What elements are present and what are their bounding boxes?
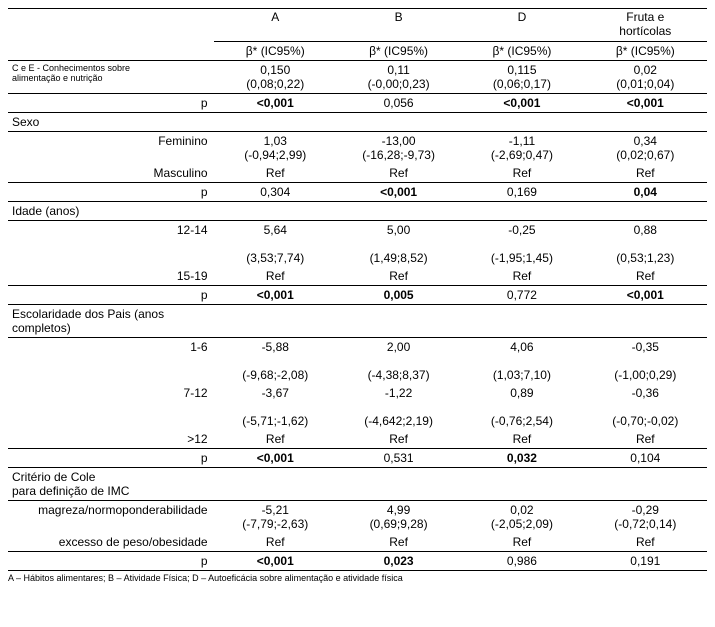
e16-b: 2,00(-4,38;8,37) (337, 337, 460, 384)
esc-line1: Escolaridade dos Pais (anos (12, 307, 164, 321)
esc-p-a: <0,001 (214, 448, 337, 467)
p-label-sexo: p (8, 182, 214, 201)
col-header-fh: Fruta e hortícolas (584, 9, 707, 42)
row-15-19: 15-19 (8, 267, 214, 286)
row-cole-norm: magreza/normoponderabilidade (8, 500, 214, 533)
e16-d: 4,06(1,03;7,10) (460, 337, 583, 384)
esc-p-f: 0,104 (584, 448, 707, 467)
ce-p-a: <0,001 (214, 93, 337, 112)
cole-line2: para definição de IMC (12, 484, 129, 498)
regression-table: A B D Fruta e hortícolas β* (IC95%) β* (… (8, 8, 707, 571)
col-header-a: A (214, 9, 337, 42)
beta-header-f: β* (IC95%) (584, 41, 707, 60)
cole-p-d: 0,986 (460, 551, 583, 570)
ce-b: 0,11(-0,00;0,23) (337, 60, 460, 93)
e712-b: -1,22(-4,642;2,19) (337, 384, 460, 430)
e16-f: -0,35(-1,00;0,29) (584, 337, 707, 384)
p-label-cole: p (8, 551, 214, 570)
cole-n-f: -0,29(-0,72;0,14) (584, 500, 707, 533)
e712-a: -3,67(-5,71;-1,62) (214, 384, 337, 430)
cole-line1: Critério de Cole (12, 470, 95, 484)
y-a: 5,64(3,53;7,74) (214, 220, 337, 267)
fh-line1: Fruta e (626, 10, 664, 24)
o-d: Ref (460, 267, 583, 286)
y-f: 0,88(0,53;1,23) (584, 220, 707, 267)
cole-n-d: 0,02(-2,05;2,09) (460, 500, 583, 533)
esc-line2: completos) (12, 321, 71, 335)
y-d: -0,25(-1,95;1,45) (460, 220, 583, 267)
cole-e-b: Ref (337, 533, 460, 552)
ce-p-f: <0,001 (584, 93, 707, 112)
p-label-esc: p (8, 448, 214, 467)
masc-f: Ref (584, 164, 707, 183)
o-f: Ref (584, 267, 707, 286)
row-cole-header: Critério de Cole para definição de IMC (8, 467, 707, 500)
row-7-12: 7-12 (8, 384, 214, 430)
idade-p-f: <0,001 (584, 285, 707, 304)
sexo-p-a: 0,304 (214, 182, 337, 201)
fem-d: -1,11(-2,69;0,47) (460, 131, 583, 164)
y-b: 5,00(1,49;8,52) (337, 220, 460, 267)
ce-p-d: <0,001 (460, 93, 583, 112)
masc-d: Ref (460, 164, 583, 183)
esc-p-d: 0,032 (460, 448, 583, 467)
beta-header-d: β* (IC95%) (460, 41, 583, 60)
e712-f: -0,36(-0,70;-0,02) (584, 384, 707, 430)
fem-b: -13,00(-16,28;-9,73) (337, 131, 460, 164)
o-b: Ref (337, 267, 460, 286)
o-a: Ref (214, 267, 337, 286)
col-header-d: D (460, 9, 583, 42)
row-idade-header: Idade (anos) (8, 201, 707, 220)
masc-b: Ref (337, 164, 460, 183)
row-12-14: 12-14 (8, 220, 214, 267)
cole-n-a: -5,21(-7,79;-2,63) (214, 500, 337, 533)
cole-e-a: Ref (214, 533, 337, 552)
e16-a: -5,88(-9,68;-2,08) (214, 337, 337, 384)
idade-p-b: 0,005 (337, 285, 460, 304)
sexo-p-b: <0,001 (337, 182, 460, 201)
row-masculino: Masculino (8, 164, 214, 183)
fem-a: 1,03(-0,94;2,99) (214, 131, 337, 164)
beta-header-a: β* (IC95%) (214, 41, 337, 60)
sexo-p-d: 0,169 (460, 182, 583, 201)
fh-line2: hortícolas (619, 24, 671, 38)
esc-p-b: 0,531 (337, 448, 460, 467)
row-sexo-header: Sexo (8, 112, 707, 131)
ce-a: 0,150(0,08;0,22) (214, 60, 337, 93)
footnote: A – Hábitos alimentares; B – Atividade F… (8, 573, 707, 583)
p-label-ce: p (8, 93, 214, 112)
cole-e-f: Ref (584, 533, 707, 552)
col-header-b: B (337, 9, 460, 42)
e712-d: 0,89(-0,76;2,54) (460, 384, 583, 430)
cole-p-f: 0,191 (584, 551, 707, 570)
row-ce-label: C e E - Conhecimentos sobre alimentação … (8, 60, 214, 93)
p-label-idade: p (8, 285, 214, 304)
row-gt12: >12 (8, 430, 214, 449)
row-feminino: Feminino (8, 131, 214, 164)
ce-label-1: C e E - Conhecimentos sobre (12, 63, 130, 73)
cole-n-b: 4,99(0,69;9,28) (337, 500, 460, 533)
cole-p-a: <0,001 (214, 551, 337, 570)
egt12-a: Ref (214, 430, 337, 449)
egt12-b: Ref (337, 430, 460, 449)
ce-f: 0,02(0,01;0,04) (584, 60, 707, 93)
beta-header-b: β* (IC95%) (337, 41, 460, 60)
cole-p-b: 0,023 (337, 551, 460, 570)
egt12-d: Ref (460, 430, 583, 449)
masc-a: Ref (214, 164, 337, 183)
ce-d: 0,115(0,06;0,17) (460, 60, 583, 93)
row-cole-exc: excesso de peso/obesidade (8, 533, 214, 552)
sexo-p-f: 0,04 (584, 182, 707, 201)
row-esc-header: Escolaridade dos Pais (anos completos) (8, 304, 707, 337)
idade-p-a: <0,001 (214, 285, 337, 304)
egt12-f: Ref (584, 430, 707, 449)
fem-f: 0,34(0,02;0,67) (584, 131, 707, 164)
idade-p-d: 0,772 (460, 285, 583, 304)
row-1-6: 1-6 (8, 337, 214, 384)
ce-p-b: 0,056 (337, 93, 460, 112)
ce-label-2: alimentação e nutrição (12, 73, 103, 83)
cole-e-d: Ref (460, 533, 583, 552)
